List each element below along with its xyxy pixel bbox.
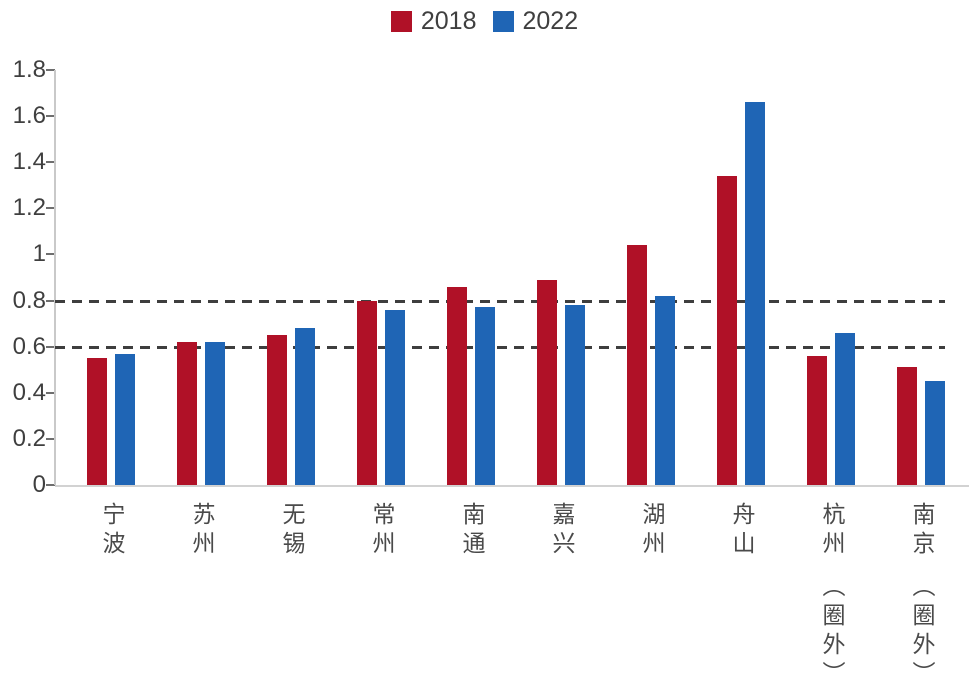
y-axis-tick-label: 0 — [32, 471, 46, 498]
y-axis-tick-label: 1.8 — [12, 56, 46, 83]
y-axis-tick — [46, 299, 55, 302]
y-axis-tick-label: 0.6 — [12, 332, 46, 360]
legend-item-2018: 2018 — [390, 6, 477, 35]
y-axis-tick — [46, 484, 55, 486]
bar-2022 — [655, 295, 675, 485]
bar-2022 — [205, 342, 225, 485]
bar-2018 — [87, 358, 107, 485]
x-axis-label: 苏州 — [188, 502, 214, 560]
x-axis-label: 舟山 — [728, 502, 754, 560]
y-axis-tick — [46, 391, 55, 394]
y-axis-tick — [46, 207, 55, 210]
y-axis-line — [54, 70, 56, 485]
x-axis-line — [55, 485, 969, 487]
bar-2018 — [357, 300, 377, 485]
bar-2018 — [537, 279, 557, 485]
x-axis-label: 湖州 — [638, 502, 664, 560]
legend-item-2022: 2022 — [492, 6, 579, 35]
y-axis-tick-label: 0.2 — [12, 424, 46, 452]
bar-2018 — [627, 245, 647, 485]
bar-2018 — [267, 335, 287, 485]
legend-label-2022: 2022 — [522, 6, 579, 35]
reference-line — [55, 299, 945, 303]
bar-2022 — [295, 328, 315, 485]
bar-2018 — [897, 367, 917, 485]
y-axis-tick-label: 0.4 — [12, 378, 46, 406]
bar-2022 — [835, 332, 855, 485]
y-axis-tick — [46, 345, 55, 348]
bar-2022 — [115, 353, 135, 485]
y-axis-tick-label: 1.4 — [12, 148, 46, 176]
y-axis-tick-label: 0.8 — [12, 286, 46, 314]
bar-2018 — [807, 355, 827, 485]
bar-2018 — [447, 286, 467, 485]
y-axis-tick — [46, 437, 55, 440]
x-axis-label: 杭州（圈外） — [818, 502, 844, 690]
x-axis-label: 嘉兴 — [548, 502, 574, 560]
chart-legend: 2018 2022 — [0, 6, 969, 36]
bar-2018 — [177, 342, 197, 485]
bar-2018 — [717, 176, 737, 485]
y-axis-tick-label: 1 — [32, 240, 46, 268]
x-axis-label: 宁波 — [98, 502, 124, 560]
bar-2022 — [925, 381, 945, 485]
x-axis-label: 南京（圈外） — [908, 502, 934, 690]
x-axis-label: 常州 — [368, 502, 394, 560]
y-axis-tick — [46, 115, 55, 118]
bar-2022 — [745, 102, 765, 485]
legend-swatch-2022 — [492, 10, 514, 32]
legend-swatch-2018 — [390, 10, 412, 32]
bar-2022 — [475, 307, 495, 485]
y-axis-tick — [46, 253, 55, 256]
y-axis-tick — [46, 161, 55, 164]
y-axis-tick-label: 1.6 — [12, 102, 46, 130]
reference-line — [55, 345, 945, 349]
x-axis-label: 南通 — [458, 502, 484, 560]
y-axis-tick-label: 1.2 — [12, 194, 46, 222]
bar-2022 — [385, 309, 405, 485]
x-axis-label-suffix: （圈外） — [908, 574, 934, 690]
y-axis-tick — [46, 69, 55, 71]
x-axis-label: 无锡 — [278, 502, 304, 560]
legend-label-2018: 2018 — [420, 6, 477, 35]
bar-2022 — [565, 305, 585, 485]
x-axis-label-suffix: （圈外） — [818, 574, 844, 690]
bar-chart: 2018 2022 1.8 1.6 1.4 1.2 1 0.8 0.6 0.4 0.2 0 宁波 苏州… — [0, 6, 969, 690]
